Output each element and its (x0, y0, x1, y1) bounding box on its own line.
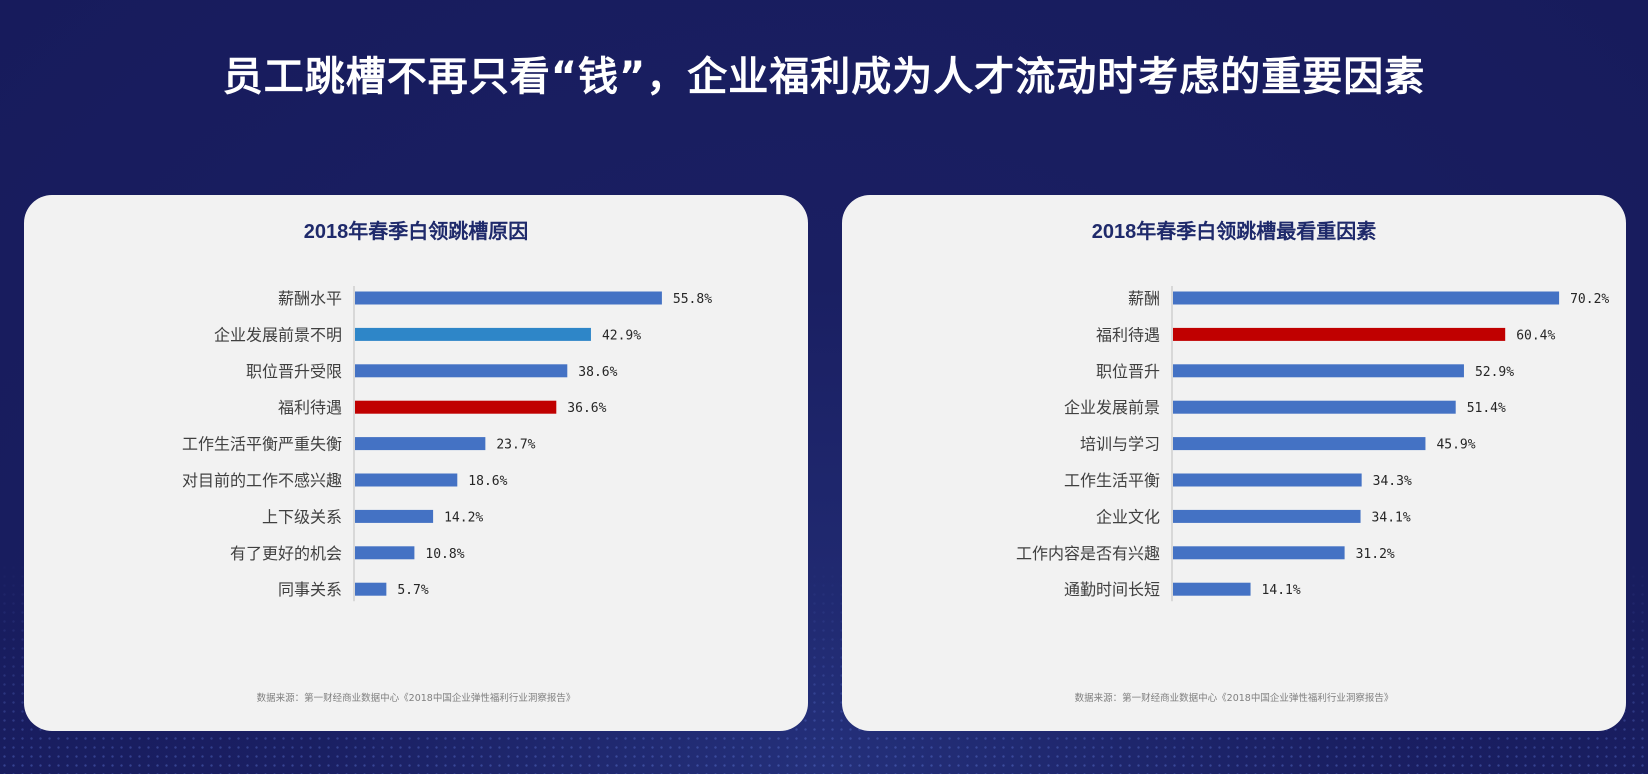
category-label: 企业发展前景 (1064, 398, 1160, 417)
data-source-right: 数据来源：第一财经商业数据中心《2018中国企业弹性福利行业洞察报告》 (1074, 693, 1394, 704)
category-label: 同事关系 (278, 580, 342, 599)
value-label: 45.9% (1436, 438, 1475, 453)
bar (1173, 364, 1464, 378)
bar (355, 291, 662, 305)
value-label: 52.9% (1475, 365, 1514, 380)
category-label: 上下级关系 (262, 507, 342, 526)
value-label: 18.6% (468, 474, 507, 489)
value-label: 34.3% (1373, 474, 1412, 489)
category-label: 职位晋升受限 (246, 362, 342, 381)
value-label: 14.2% (444, 510, 483, 525)
data-source-left: 数据来源：第一财经商业数据中心《2018中国企业弹性福利行业洞察报告》 (256, 693, 576, 704)
bar (355, 546, 415, 560)
bar (1173, 327, 1506, 341)
bar (1173, 546, 1345, 560)
category-label: 薪酬 (1128, 289, 1160, 308)
category-label: 福利待遇 (1096, 325, 1160, 344)
category-label: 工作生活平衡 (1064, 471, 1160, 490)
category-label: 企业文化 (1096, 507, 1160, 526)
value-label: 34.1% (1372, 510, 1411, 525)
category-label: 工作内容是否有兴趣 (1016, 544, 1160, 563)
chart-panel-right: 2018年春季白领跳槽最看重因素 薪酬 70.2% 福利待遇 60.4% 职位晋升 52.… (842, 195, 1626, 731)
category-label: 通勤时间长短 (1064, 580, 1160, 599)
value-label: 23.7% (496, 438, 535, 453)
bar (1173, 509, 1361, 523)
bar (1173, 437, 1426, 451)
value-label: 36.6% (567, 401, 606, 416)
value-label: 51.4% (1467, 401, 1506, 416)
value-label: 5.7% (397, 583, 428, 598)
value-label: 31.2% (1356, 547, 1395, 562)
category-label: 工作生活平衡严重失衡 (182, 435, 342, 454)
value-label: 55.8% (673, 292, 712, 307)
bar (355, 400, 557, 414)
value-label: 70.2% (1570, 292, 1609, 307)
category-label: 对目前的工作不感兴趣 (182, 471, 342, 490)
bar (1173, 291, 1560, 305)
bar (355, 473, 458, 487)
chart-panel-left: 2018年春季白领跳槽原因 薪酬水平 55.8% 企业发展前景不明 42.9% 职位晋升… (24, 195, 808, 731)
bar (355, 437, 486, 451)
bar (1173, 582, 1251, 596)
category-label: 培训与学习 (1080, 435, 1160, 454)
chart-title-right: 2018年春季白领跳槽最看重因素 (1091, 221, 1377, 243)
chart-title-left: 2018年春季白领跳槽原因 (303, 221, 529, 243)
bar (355, 364, 568, 378)
category-label: 企业发展前景不明 (214, 325, 342, 344)
value-label: 38.6% (578, 365, 617, 380)
bar-chart-right: 薪酬 70.2% 福利待遇 60.4% 职位晋升 52.9% 企业发展前景 51.4% 培训与学… (1016, 286, 1609, 602)
value-label: 42.9% (602, 328, 641, 343)
value-label: 10.8% (425, 547, 464, 562)
bar (355, 327, 591, 341)
bar (1173, 473, 1362, 487)
category-label: 福利待遇 (278, 398, 342, 417)
bar-chart-left: 薪酬水平 55.8% 企业发展前景不明 42.9% 职位晋升受限 38.6% 福利待遇 36.… (182, 286, 712, 602)
category-label: 有了更好的机会 (230, 544, 342, 563)
value-label: 60.4% (1516, 328, 1555, 343)
category-label: 职位晋升 (1096, 362, 1160, 381)
page-title: 员工跳槽不再只看“钱”，企业福利成为人才流动时考虑的重要因素 (222, 54, 1426, 100)
bar (1173, 400, 1456, 414)
category-label: 薪酬水平 (278, 289, 342, 308)
bar (355, 582, 387, 596)
bar (355, 509, 434, 523)
value-label: 14.1% (1262, 583, 1301, 598)
